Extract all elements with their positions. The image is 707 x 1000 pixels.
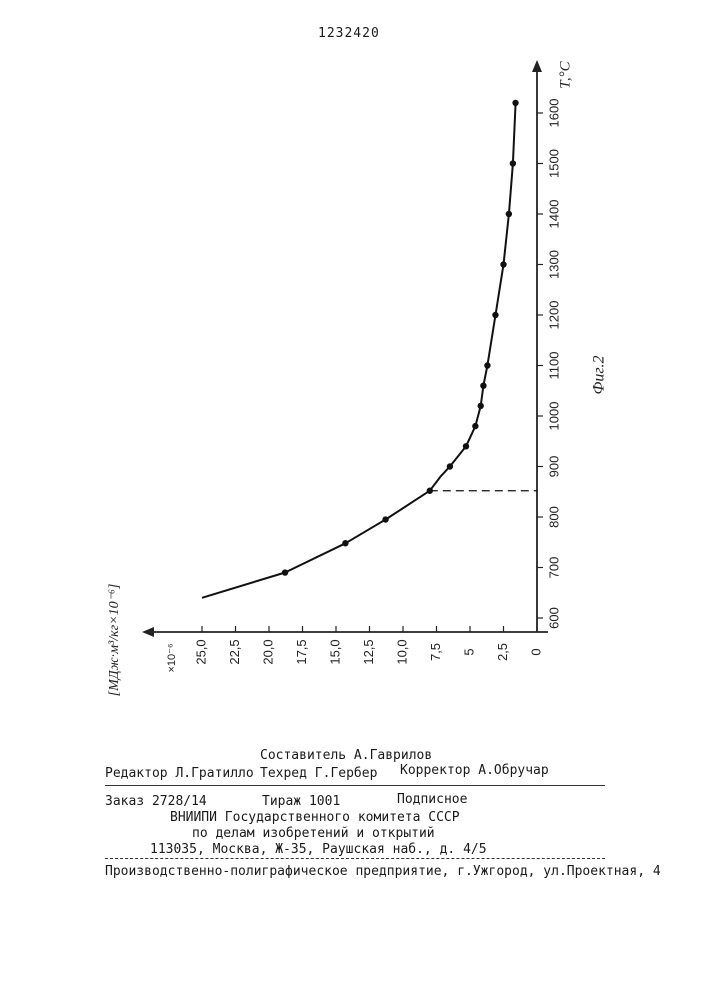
- temperature-tick-label: 600: [546, 607, 561, 629]
- temperature-tick-label: 800: [546, 506, 561, 528]
- value-tick-label: 7,5: [428, 643, 443, 661]
- temperature-tick-label: 1100: [546, 352, 561, 380]
- value-axis-arrow: [142, 627, 154, 637]
- temperature-tick-label: 900: [546, 456, 561, 478]
- value-tick-label: 10,0: [394, 639, 409, 664]
- data-point: [512, 100, 518, 106]
- value-tick-label: 12,5: [361, 639, 376, 664]
- data-point: [510, 160, 516, 166]
- data-point: [500, 261, 506, 267]
- data-point: [463, 443, 469, 449]
- data-point: [484, 362, 490, 368]
- temperature-tick-label: 1200: [546, 301, 561, 330]
- value-tick-label: 2,5: [495, 643, 510, 661]
- multiplier-label: ×10⁻⁶: [166, 644, 178, 673]
- value-tick-label: 25,0: [193, 639, 208, 664]
- data-point: [282, 569, 288, 575]
- x-axis-label: Т,°С: [557, 60, 573, 88]
- divider-2: [105, 858, 605, 859]
- printer-line: Производственно-полиграфическое предприя…: [105, 864, 661, 879]
- corrector-line: Корректор А.Обручар: [400, 763, 549, 778]
- order-line: Заказ 2728/14: [105, 794, 207, 809]
- data-point: [492, 312, 498, 318]
- data-point: [480, 383, 486, 389]
- org-line-2: по делам изобретений и открытий: [192, 826, 435, 841]
- temperature-tick-label: 1600: [546, 99, 561, 128]
- temperature-axis-arrow: [532, 60, 542, 72]
- circulation-line: Тираж 1001: [262, 794, 340, 809]
- data-point: [342, 540, 348, 546]
- temperature-tick-label: 1500: [546, 149, 561, 178]
- temperature-tick-label: 1000: [546, 402, 561, 431]
- compiler-line: Составитель А.Гаврилов: [260, 748, 432, 763]
- data-point: [506, 211, 512, 217]
- data-point: [478, 403, 484, 409]
- figure-label: Фиг.2: [591, 356, 608, 395]
- subscription-line: Подписное: [397, 792, 467, 807]
- editor-line: Редактор Л.Гратилло: [105, 766, 254, 781]
- value-tick-label: 22,5: [227, 639, 242, 664]
- temperature-tick-label: 1400: [546, 200, 561, 229]
- value-tick-label: 5: [461, 648, 476, 655]
- rotated-chart: 600 700 800 900 1000 1100 1200 1300 1400 1500 1600…: [0, 0, 707, 720]
- value-tick-label: 0: [528, 648, 543, 655]
- temperature-tick-label: 700: [546, 557, 561, 579]
- org-line-1: ВНИИПИ Государственного комитета СССР: [170, 810, 460, 825]
- value-tick-label: 17,5: [294, 639, 309, 664]
- data-point: [447, 463, 453, 469]
- techred-line: Техред Г.Гербер: [260, 766, 377, 781]
- value-tick-label: 20,0: [260, 639, 275, 664]
- value-tick-label: 15,0: [327, 639, 342, 664]
- divider-1: [105, 785, 605, 786]
- temperature-tick-label: 1300: [546, 250, 561, 279]
- address-line: 113035, Москва, Ж-35, Раушская наб., д. …: [150, 842, 487, 857]
- y-axis-label: [МДж·м³/кг×10⁻⁶]: [107, 584, 122, 697]
- curve: [202, 103, 516, 598]
- data-point: [382, 516, 388, 522]
- data-point: [472, 423, 478, 429]
